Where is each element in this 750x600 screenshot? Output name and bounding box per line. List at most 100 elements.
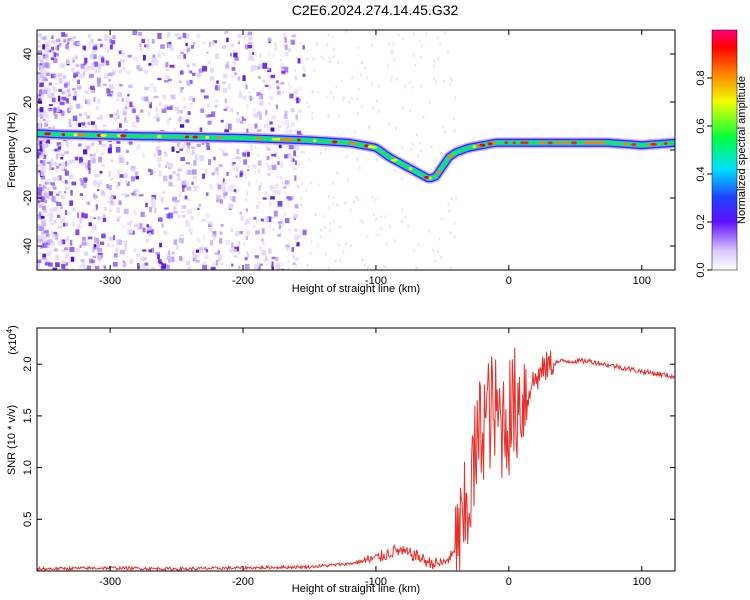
spectrogram-noise-cell xyxy=(133,189,139,192)
spectrogram-noise-cell xyxy=(294,228,298,232)
spectrogram-noise-cell xyxy=(148,249,153,253)
spectrogram-hot-spot xyxy=(279,137,287,141)
spectrogram-noise-cell xyxy=(255,220,258,224)
spectrogram-noise-cell xyxy=(242,152,247,157)
spectrogram-noise-cell xyxy=(73,72,79,77)
spectrogram-noise-cell xyxy=(79,193,84,196)
spectrogram-noise-cell xyxy=(245,251,249,255)
spectrogram-noise-cell xyxy=(69,246,75,252)
spectrogram-noise-cell xyxy=(135,115,139,119)
spectrogram-noise-cell xyxy=(103,44,107,50)
spectrogram-noise-cell xyxy=(45,233,50,237)
spectrogram-noise-cell xyxy=(51,46,54,51)
spectrogram-hot-spot xyxy=(192,135,198,139)
spectrogram-noise-cell xyxy=(233,248,237,253)
spectrogram-noise-cell xyxy=(268,102,271,106)
spectrogram-noise-cell xyxy=(296,97,300,104)
spectrogram-noise-cell xyxy=(215,259,219,266)
spectrogram-noise-cell xyxy=(56,214,61,218)
spectrogram-noise-cell xyxy=(187,111,191,115)
spectrogram-y-tick-label: 40 xyxy=(22,48,34,60)
spectrogram-noise-cell xyxy=(39,60,44,66)
spectrogram-noise-cell xyxy=(247,31,252,36)
spectrogram-noise-cell xyxy=(238,265,241,269)
spectrogram-noise-cell xyxy=(151,201,156,208)
spectrogram-noise-cell xyxy=(137,193,140,197)
spectrogram-noise-cell xyxy=(236,148,240,154)
spectrogram-noise-cell xyxy=(254,264,258,270)
spectrogram-noise-cell xyxy=(388,41,391,45)
spectrogram-noise-cell xyxy=(292,255,295,259)
spectrogram-noise-cell xyxy=(91,124,95,129)
spectrogram-noise-cell xyxy=(133,209,137,216)
spectrogram-noise-cell xyxy=(60,168,64,172)
spectrogram-noise-cell xyxy=(333,48,335,52)
spectrogram-noise-cell xyxy=(44,259,48,265)
spectrogram-noise-cell xyxy=(230,228,234,232)
spectrogram-noise-cell xyxy=(357,88,360,91)
spectrogram-noise-cell xyxy=(135,125,138,129)
spectrogram-noise-cell xyxy=(162,94,167,99)
spectrogram-noise-cell xyxy=(102,214,106,218)
spectrogram-noise-cell xyxy=(77,63,83,67)
spectrogram-hot-spot xyxy=(188,135,194,139)
spectrogram-noise-cell xyxy=(186,169,192,175)
spectrogram-noise-cell xyxy=(412,54,415,57)
spectrogram-noise-cell xyxy=(101,233,106,239)
spectrogram-noise-cell xyxy=(135,176,139,180)
spectrogram-noise-cell xyxy=(232,162,236,165)
spectrogram-noise-cell xyxy=(146,230,152,234)
spectrogram-noise-cell xyxy=(75,248,80,253)
spectrogram-noise-cell xyxy=(245,84,248,90)
spectrogram-noise-cell xyxy=(189,102,193,106)
spectrogram-noise-cell xyxy=(139,48,143,52)
spectrogram-noise-cell xyxy=(168,78,172,82)
spectrogram-noise-cell xyxy=(277,201,283,207)
spectrogram-noise-cell xyxy=(175,203,178,207)
spectrogram-noise-cell xyxy=(280,64,283,68)
spectrogram-noise-cell xyxy=(206,51,209,54)
spectrogram-noise-cell xyxy=(297,98,302,102)
spectrogram-noise-cell xyxy=(96,77,101,83)
spectrogram-noise-cell xyxy=(248,96,250,100)
spectrogram-noise-cell xyxy=(96,209,99,212)
spectrogram-noise-cell xyxy=(319,228,322,232)
spectrogram-noise-cell xyxy=(90,142,95,147)
spectrogram-noise-cell xyxy=(332,220,335,223)
spectrogram-noise-cell xyxy=(102,59,108,64)
spectrogram-noise-cell xyxy=(177,117,183,122)
spectrogram-noise-cell xyxy=(77,268,83,270)
spectrogram-noise-cell xyxy=(163,152,168,157)
spectrogram-noise-cell xyxy=(197,207,200,210)
spectrogram-noise-cell xyxy=(54,113,58,119)
spectrogram-noise-cell xyxy=(145,202,148,208)
spectrogram-noise-cell xyxy=(256,113,259,117)
spectrogram-noise-cell xyxy=(37,252,42,255)
spectrogram-noise-cell xyxy=(192,63,196,67)
spectrogram-noise-cell xyxy=(162,52,165,56)
spectrogram-noise-cell xyxy=(79,158,84,164)
spectrogram-noise-cell xyxy=(173,206,177,211)
spectrogram-noise-cell xyxy=(176,110,180,115)
spectrogram-noise-cell xyxy=(244,263,250,270)
spectrogram-noise-cell xyxy=(52,48,55,53)
spectrogram-noise-cell xyxy=(300,203,303,207)
spectrogram-noise-cell xyxy=(55,153,59,160)
spectrogram-noise-cell xyxy=(287,267,290,270)
spectrogram-noise-cell xyxy=(339,259,341,262)
spectrogram-noise-cell xyxy=(109,114,114,118)
spectrogram-noise-cell xyxy=(197,76,200,81)
spectrogram-noise-cell xyxy=(204,247,207,251)
spectrogram-noise-cell xyxy=(224,181,227,185)
spectrogram-noise-cell xyxy=(64,247,69,251)
spectrogram-noise-cell xyxy=(135,171,139,176)
spectrogram-noise-cell xyxy=(189,70,193,74)
spectrogram-noise-cell xyxy=(50,182,55,186)
spectrogram-hot-spot xyxy=(297,138,301,142)
spectrogram-noise-cell xyxy=(282,121,285,125)
spectrogram-noise-cell xyxy=(40,212,44,216)
spectrogram-hot-spot xyxy=(570,141,578,145)
spectrogram-noise-cell xyxy=(59,149,62,152)
spectrogram-noise-cell xyxy=(214,104,218,108)
spectrogram-noise-cell xyxy=(117,114,120,119)
